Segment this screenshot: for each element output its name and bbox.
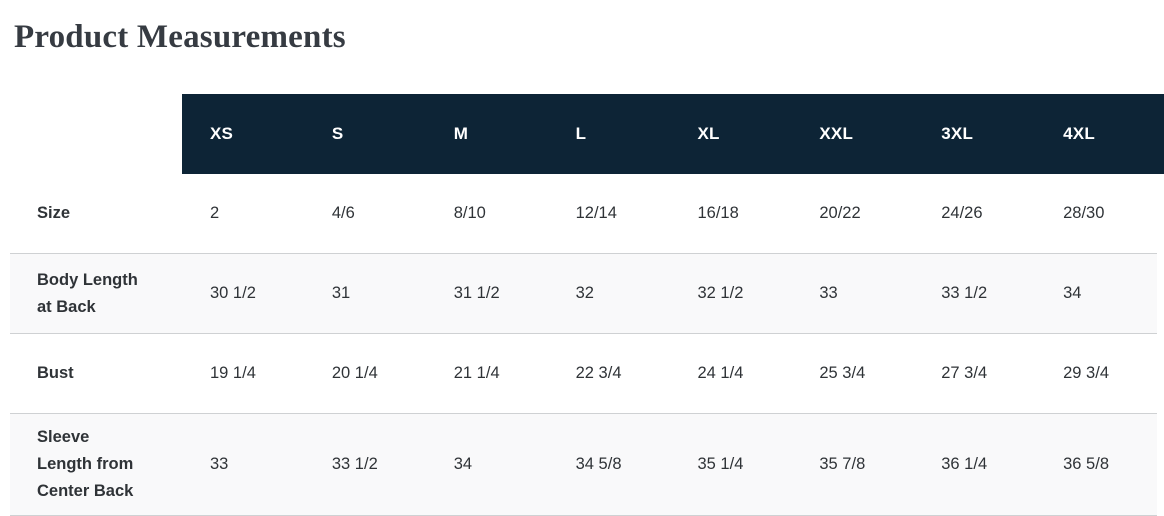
measurement-cell: 24 1/4	[697, 364, 744, 382]
measurement-cell: 25 3/4	[819, 364, 866, 382]
measurement-cell: 36 5/8	[1063, 455, 1109, 473]
size-chart: XS S M L XL XXL 3XL 4XL Size 2 4/6 8/10 …	[0, 94, 1164, 516]
measurement-cell: 32 1/2	[697, 284, 744, 302]
measurement-cell: 4/6	[331, 204, 355, 222]
measurement-cell: 34	[453, 455, 473, 473]
measurement-cell: 21 1/4	[453, 364, 500, 382]
table-row-sleeve-length: Sleeve Length from Center Back 33 33 1/2…	[10, 414, 1157, 516]
row-label: Bust	[37, 364, 74, 382]
header-cell-l: L	[575, 124, 587, 143]
measurement-cell: 33	[819, 284, 838, 302]
measurement-cell: 30 1/2	[210, 284, 256, 302]
measurement-cell: 33	[210, 455, 229, 473]
size-chart-header-row: XS S M L XL XXL 3XL 4XL	[182, 94, 1157, 174]
header-cell-3xl: 3XL	[941, 124, 974, 143]
measurement-cell: 35 1/4	[697, 455, 744, 473]
measurement-cell: 12/14	[575, 204, 617, 222]
measurement-cell: 31	[331, 284, 351, 302]
measurement-cell: 33 1/2	[331, 455, 378, 473]
size-chart-header: XS S M L XL XXL 3XL 4XL	[182, 94, 1164, 174]
header-cell-xxl: XXL	[819, 124, 854, 143]
header-cell-m: M	[453, 124, 469, 143]
measurement-cell: 20/22	[819, 204, 861, 222]
measurement-cell: 8/10	[453, 204, 486, 222]
measurement-cell: 24/26	[941, 204, 983, 222]
header-cell-xs: XS	[210, 124, 234, 143]
table-row-bust: Bust 19 1/4 20 1/4 21 1/4 22 3/4 24 1/4 …	[10, 334, 1157, 414]
row-label: Size	[37, 204, 71, 222]
measurement-cell: 34 5/8	[575, 455, 622, 473]
measurement-cell: 27 3/4	[941, 364, 988, 382]
measurement-cell: 16/18	[697, 204, 739, 222]
header-cell-4xl: 4XL	[1063, 124, 1095, 143]
measurement-cell: 22 3/4	[575, 364, 622, 382]
measurement-cell: 32	[575, 284, 594, 302]
size-chart-body: Size 2 4/6 8/10 12/14 16/18 20/22 24/26 …	[10, 174, 1157, 516]
measurement-cell: 36 1/4	[941, 455, 988, 473]
row-label: Body Length at Back	[37, 270, 138, 316]
measurement-cell: 2	[210, 204, 220, 222]
measurement-cell: 34	[1063, 284, 1082, 302]
measurement-cell: 19 1/4	[210, 364, 256, 382]
header-cell-s: S	[331, 124, 344, 143]
table-row-size: Size 2 4/6 8/10 12/14 16/18 20/22 24/26 …	[10, 174, 1157, 254]
table-row-body-length: Body Length at Back 30 1/2 31 31 1/2 32 …	[10, 254, 1157, 334]
measurement-cell: 33 1/2	[941, 284, 988, 302]
row-label: Sleeve Length from Center Back	[37, 428, 134, 500]
measurement-cell: 31 1/2	[453, 284, 500, 302]
measurement-cell: 29 3/4	[1063, 364, 1109, 382]
measurement-cell: 20 1/4	[331, 364, 378, 382]
measurement-cell: 28/30	[1063, 204, 1105, 222]
page-title: Product Measurements	[14, 19, 346, 55]
measurement-cell: 35 7/8	[819, 455, 866, 473]
header-cell-xl: XL	[697, 124, 720, 143]
